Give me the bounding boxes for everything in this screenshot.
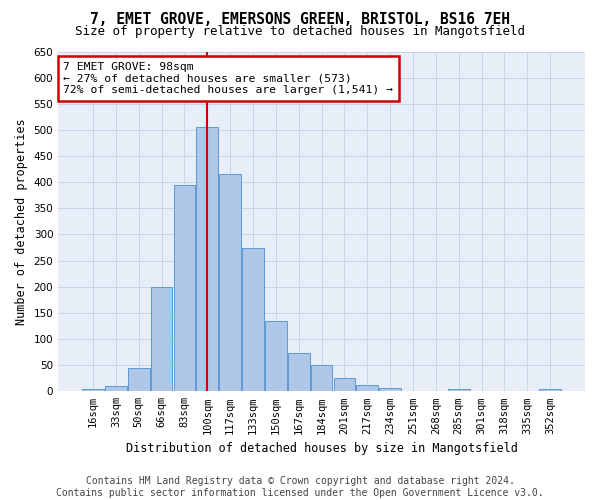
Bar xyxy=(82,388,104,392)
X-axis label: Distribution of detached houses by size in Mangotsfield: Distribution of detached houses by size … xyxy=(125,442,518,455)
Bar xyxy=(105,386,127,392)
Text: 7, EMET GROVE, EMERSONS GREEN, BRISTOL, BS16 7EH: 7, EMET GROVE, EMERSONS GREEN, BRISTOL, … xyxy=(90,12,510,28)
Bar xyxy=(151,287,172,392)
Bar xyxy=(288,353,310,392)
Bar xyxy=(334,378,355,392)
Bar xyxy=(356,385,378,392)
Text: Size of property relative to detached houses in Mangotsfield: Size of property relative to detached ho… xyxy=(75,25,525,38)
Bar xyxy=(242,248,264,392)
Text: 7 EMET GROVE: 98sqm
← 27% of detached houses are smaller (573)
72% of semi-detac: 7 EMET GROVE: 98sqm ← 27% of detached ho… xyxy=(64,62,394,95)
Y-axis label: Number of detached properties: Number of detached properties xyxy=(15,118,28,324)
Bar xyxy=(448,388,470,392)
Bar xyxy=(173,185,195,392)
Bar xyxy=(219,174,241,392)
Text: Contains HM Land Registry data © Crown copyright and database right 2024.
Contai: Contains HM Land Registry data © Crown c… xyxy=(56,476,544,498)
Bar xyxy=(265,320,287,392)
Bar xyxy=(196,128,218,392)
Bar xyxy=(539,388,561,392)
Bar xyxy=(379,388,401,392)
Bar xyxy=(128,368,149,392)
Bar xyxy=(311,365,332,392)
